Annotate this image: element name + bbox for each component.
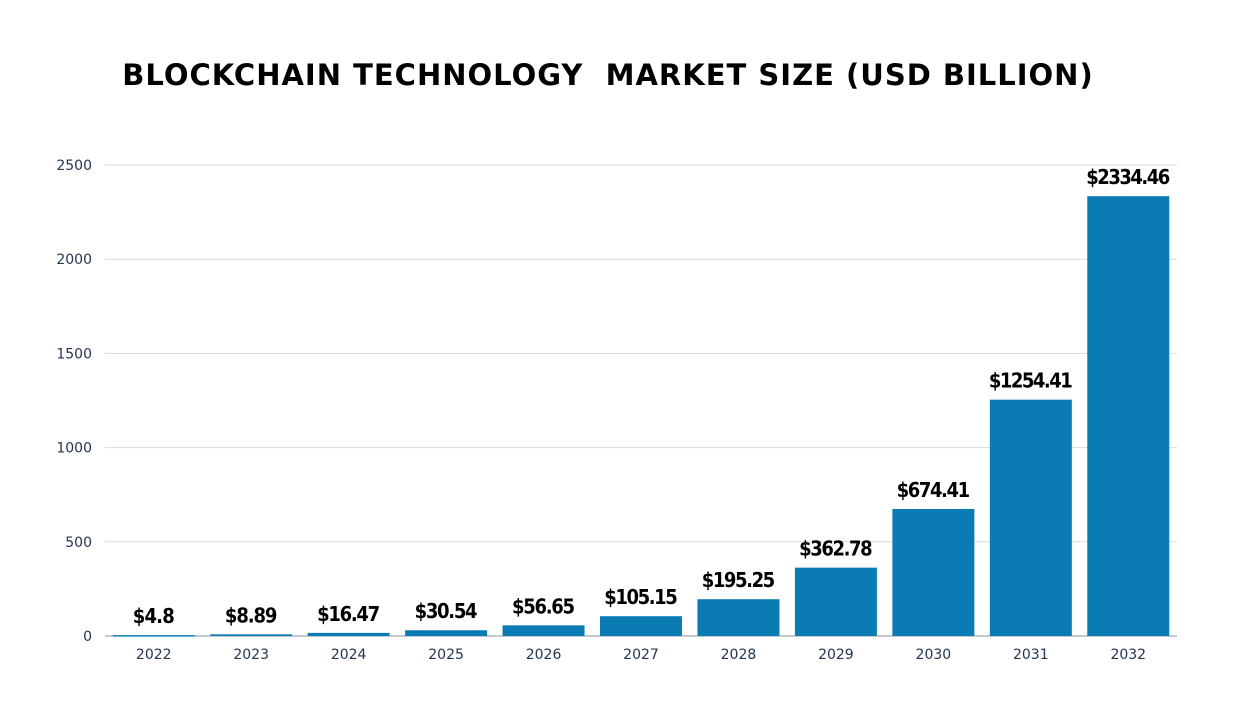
bar-2030 <box>892 508 975 636</box>
x-tick-label: 2028 <box>721 647 757 663</box>
y-tick-label: 1000 <box>56 441 92 457</box>
x-tick-label: 2032 <box>1110 647 1146 663</box>
bar-2025 <box>405 630 488 636</box>
x-tick-label: 2024 <box>331 647 367 663</box>
bar-2031 <box>989 399 1072 636</box>
x-tick-label: 2026 <box>526 647 562 663</box>
bar-2028 <box>697 599 780 636</box>
y-tick-label: 2500 <box>56 158 92 174</box>
x-tick-label: 2025 <box>428 647 464 663</box>
chart-title: BLOCKCHAIN TECHNOLOGY MARKET SIZE (USD B… <box>122 58 1094 92</box>
y-tick-label: 2000 <box>56 252 92 268</box>
bar-2024 <box>307 632 390 636</box>
bar-2022 <box>112 635 195 637</box>
bar-2027 <box>600 616 682 636</box>
data-label: $30.54 <box>415 599 478 623</box>
data-label: $105.15 <box>604 585 678 609</box>
data-label: $4.8 <box>133 604 175 628</box>
bar-2026 <box>502 625 585 636</box>
x-tick-label: 2029 <box>818 647 854 663</box>
y-tick-label: 500 <box>65 535 92 551</box>
x-tick-label: 2027 <box>623 647 659 663</box>
data-label: $2334.46 <box>1086 165 1170 189</box>
data-label: $56.65 <box>512 594 575 618</box>
x-tick-label: 2031 <box>1013 647 1049 663</box>
y-tick-label: 1500 <box>56 346 92 362</box>
x-tick-label: 2023 <box>233 647 269 663</box>
data-label: $8.89 <box>225 603 278 627</box>
x-tick-label: 2022 <box>136 647 172 663</box>
data-label: $195.25 <box>702 568 776 592</box>
y-tick-label: 0 <box>83 629 92 645</box>
data-label: $674.41 <box>897 478 971 502</box>
data-label: $16.47 <box>317 602 380 626</box>
bar-2032 <box>1087 196 1170 636</box>
data-label: $1254.41 <box>989 369 1073 393</box>
x-tick-label: 2030 <box>916 647 952 663</box>
bar-2023 <box>210 634 293 636</box>
bar-2029 <box>794 567 877 636</box>
data-label: $362.78 <box>799 537 873 561</box>
